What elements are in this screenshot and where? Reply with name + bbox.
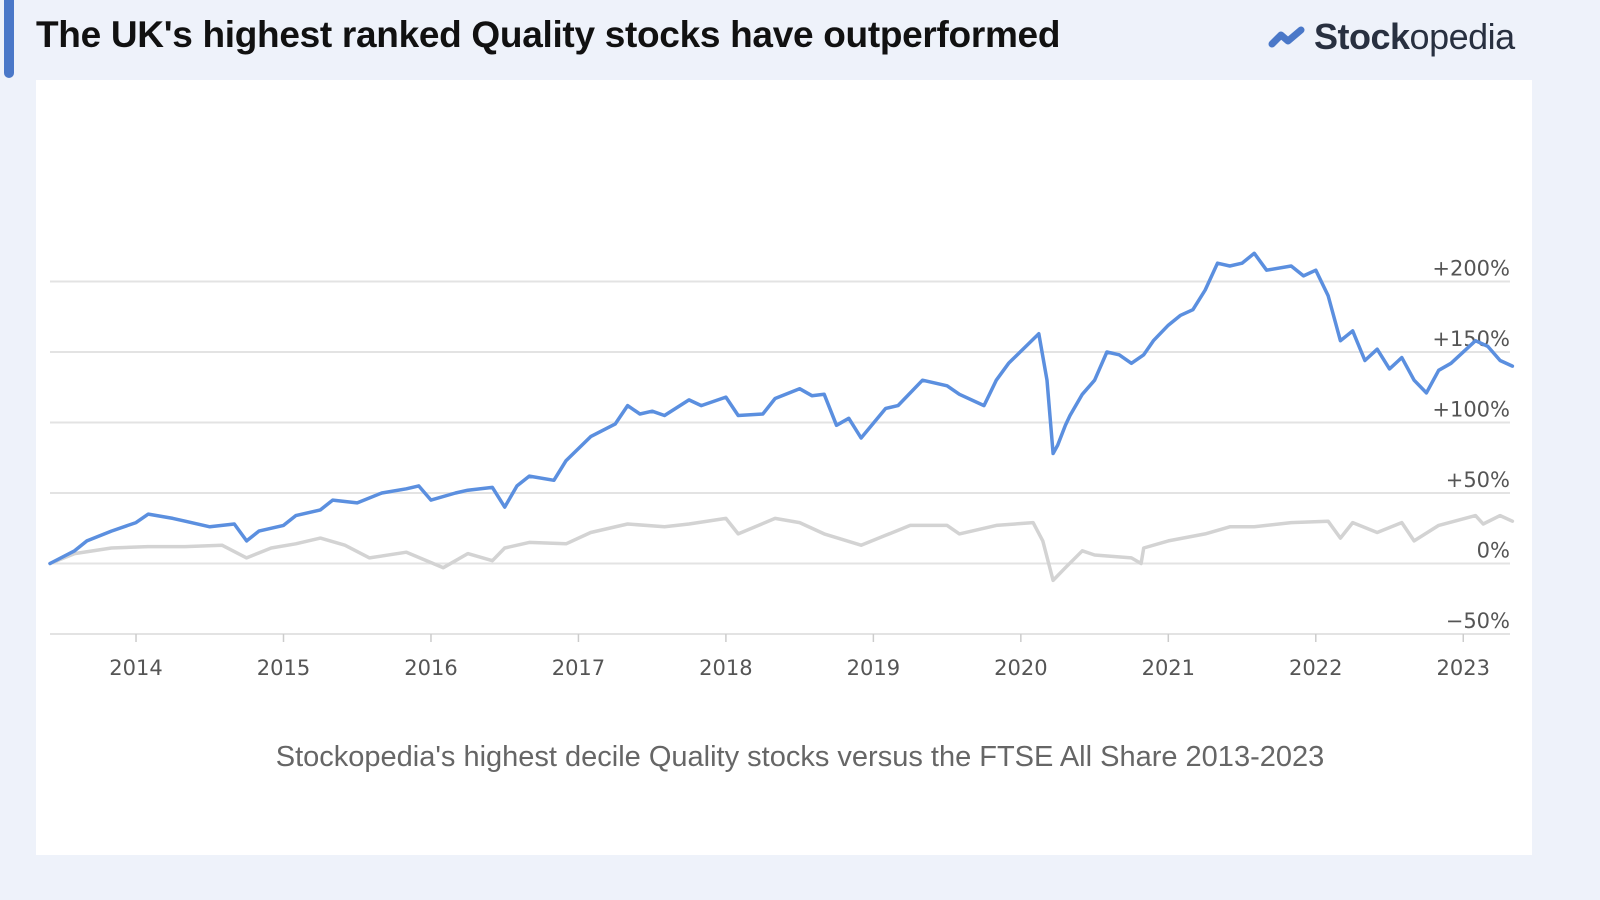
y-tick-label: +50% — [1446, 468, 1510, 492]
trend-up-icon — [1268, 26, 1305, 48]
y-tick-label: +100% — [1432, 398, 1510, 422]
y-tick-label: +200% — [1432, 257, 1510, 281]
logo-text: Stockopedia — [1314, 16, 1515, 57]
x-tick-label: 2014 — [109, 656, 162, 680]
x-tick-label: 2019 — [847, 656, 900, 680]
stockopedia-logo: Stockopedia — [1268, 16, 1515, 58]
x-tick-label: 2022 — [1289, 656, 1342, 680]
y-tick-label: +150% — [1432, 327, 1510, 351]
y-tick-label: −50% — [1446, 609, 1510, 633]
chart-panel — [36, 80, 1532, 855]
x-tick-label: 2016 — [404, 656, 457, 680]
chart-caption: Stockopedia's highest decile Quality sto… — [275, 741, 1325, 773]
x-tick-label: 2018 — [699, 656, 752, 680]
page-title: The UK's highest ranked Quality stocks h… — [36, 14, 1061, 55]
x-tick-label: 2023 — [1437, 656, 1490, 680]
x-tick-label: 2020 — [994, 656, 1047, 680]
y-tick-label: 0% — [1477, 539, 1510, 563]
x-tick-label: 2017 — [552, 656, 605, 680]
series-line-0 — [48, 251, 1515, 566]
x-tick-label: 2015 — [257, 656, 310, 680]
x-tick-label: 2021 — [1142, 656, 1195, 680]
title-accent-bar — [4, 0, 14, 78]
series-line-1 — [48, 513, 1515, 583]
